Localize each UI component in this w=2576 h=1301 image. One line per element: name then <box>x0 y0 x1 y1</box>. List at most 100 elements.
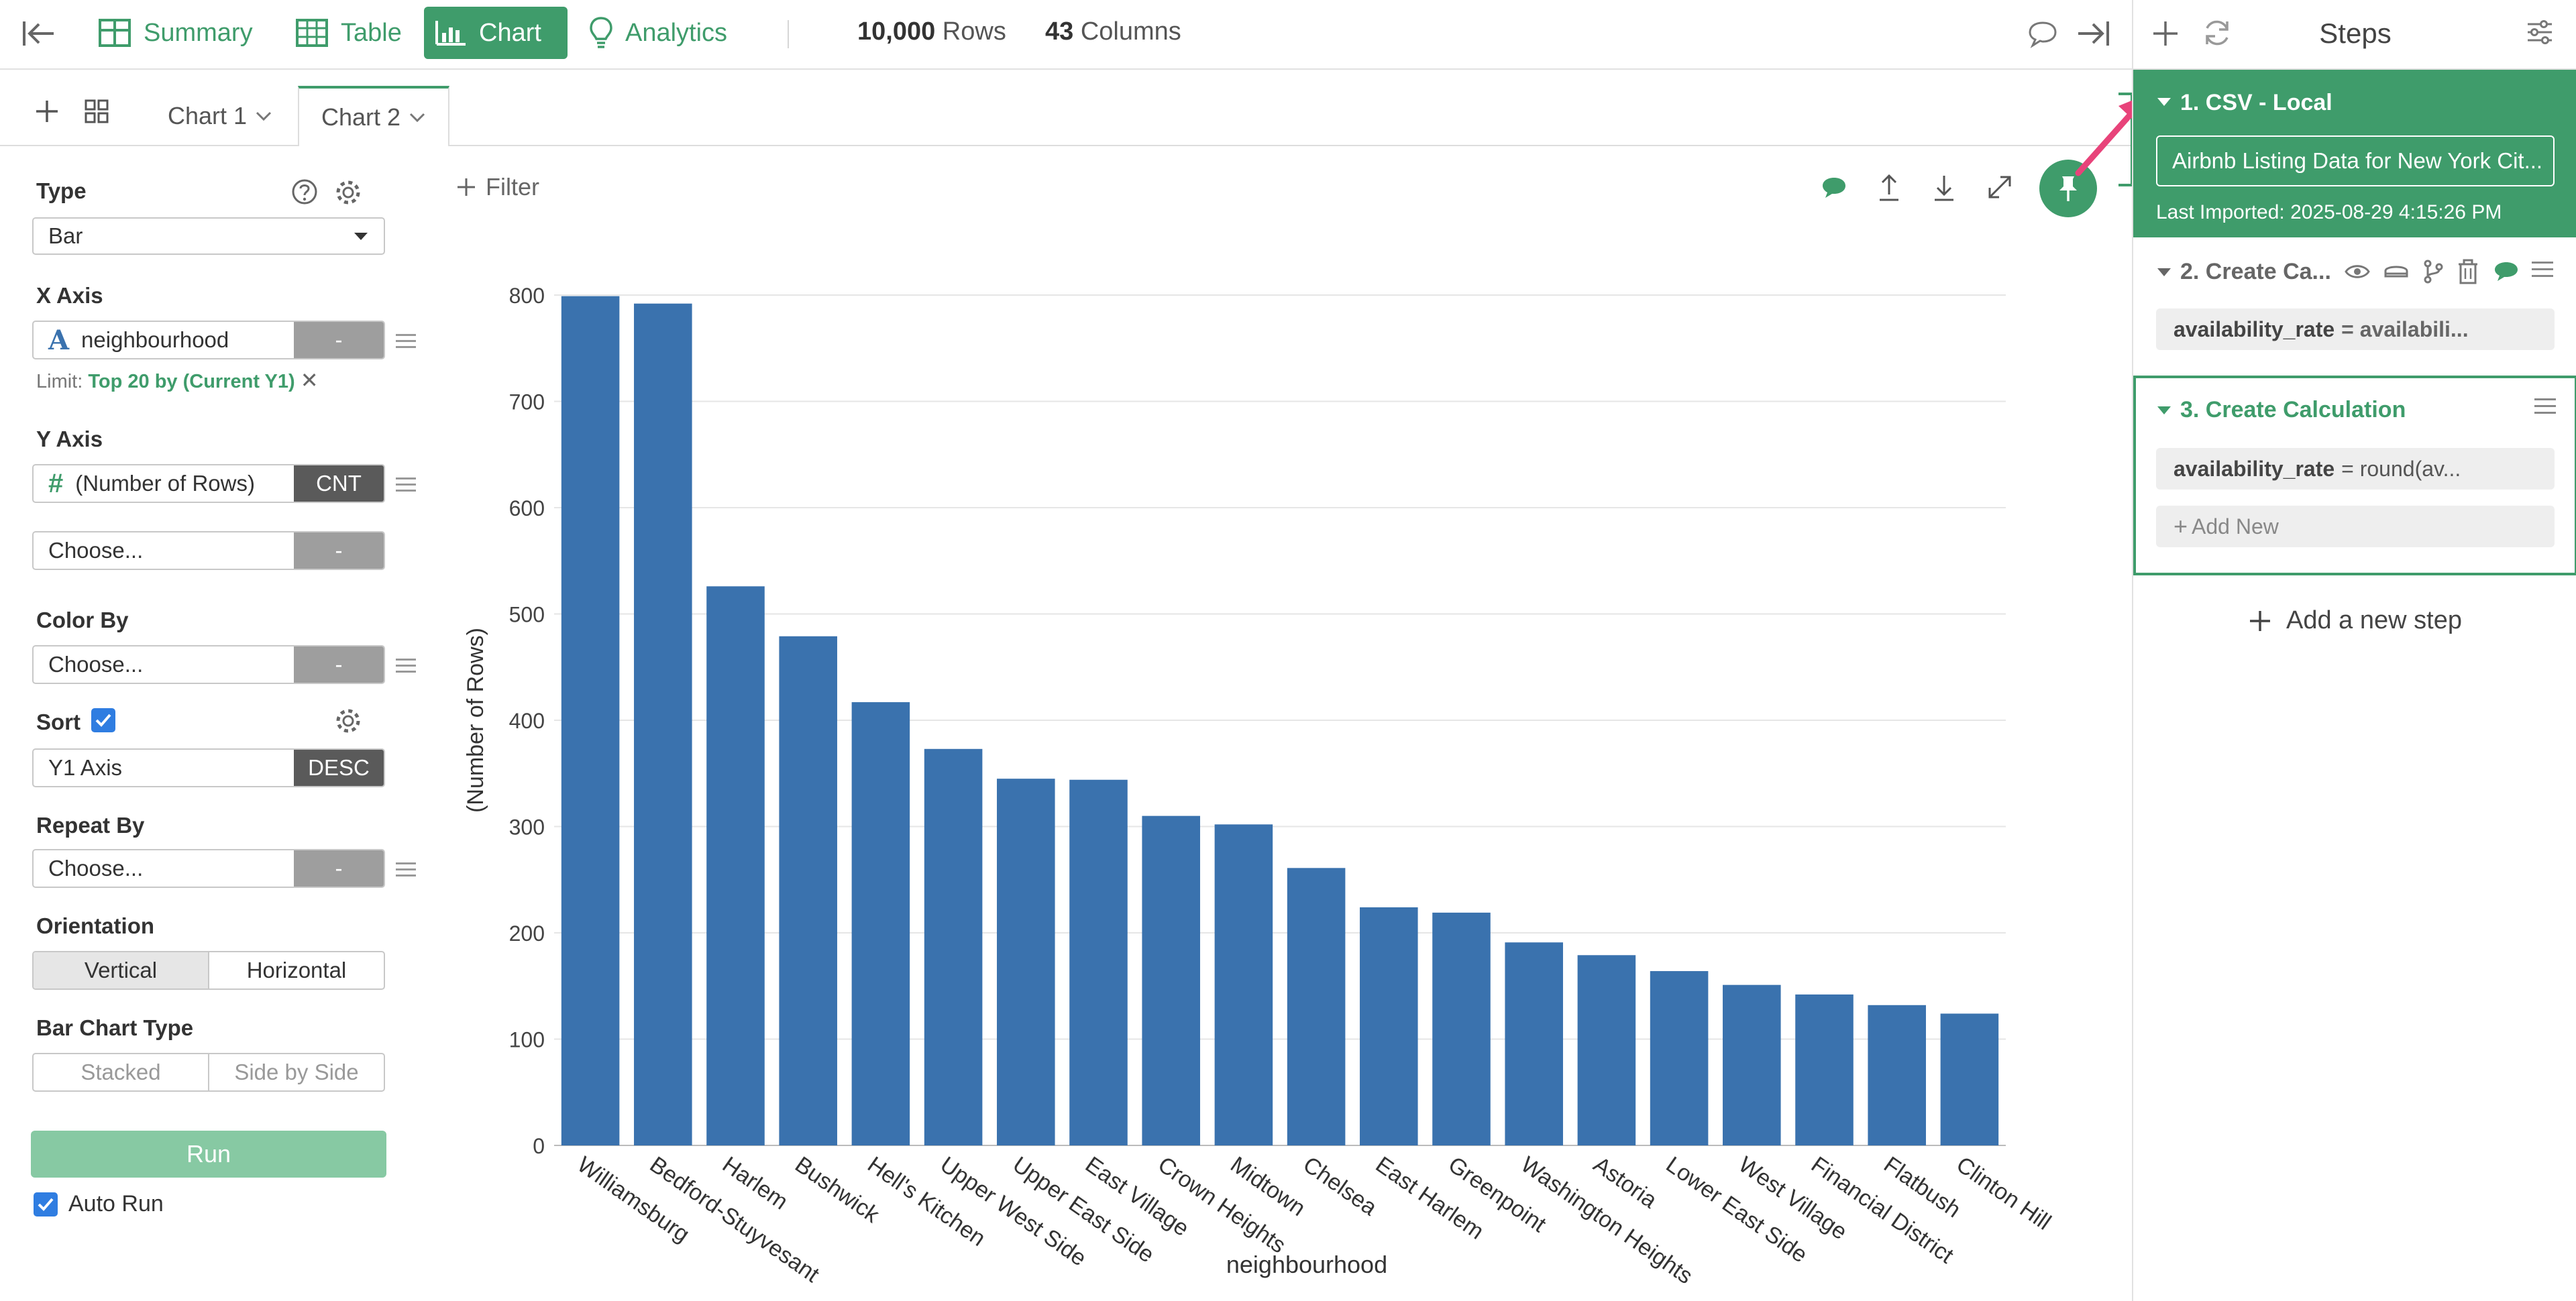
run-button[interactable]: Run <box>31 1131 386 1178</box>
y-tick-label: 0 <box>533 1134 545 1158</box>
bar <box>997 779 1055 1145</box>
expand-icon[interactable] <box>1986 173 2014 205</box>
add-chart-icon[interactable] <box>34 98 60 128</box>
color-by-menu-icon[interactable] <box>396 659 416 673</box>
caret-down-icon <box>354 233 368 240</box>
color-by-aggregation[interactable]: - <box>294 646 384 683</box>
download-icon[interactable] <box>1931 173 1957 206</box>
step-3-card[interactable]: 3. Create Calculation availability_rate … <box>2133 376 2576 575</box>
collapse-left-icon[interactable] <box>21 19 56 52</box>
collapse-right-icon[interactable] <box>2076 19 2110 52</box>
y-tick-label: 800 <box>509 284 545 308</box>
x-axis-field[interactable]: A neighbourhood - <box>32 321 385 359</box>
orientation-horizontal[interactable]: Horizontal <box>208 952 384 988</box>
y-axis-label: Y Axis <box>36 427 103 451</box>
chart-1-tab[interactable]: Chart 1 <box>148 86 292 146</box>
table-tab[interactable]: Table <box>284 7 413 59</box>
y-axis-2-field[interactable]: Choose... - <box>32 531 385 570</box>
step-1-card[interactable]: 1. CSV - Local Airbnb Listing Data for N… <box>2133 70 2576 237</box>
step-3-expression[interactable]: availability_rate = round(av... <box>2156 448 2555 490</box>
y-axis-2-aggregation[interactable]: - <box>294 532 384 569</box>
x-tick-label: Crown Heights <box>1153 1151 1290 1258</box>
chart-2-tab[interactable]: Chart 2 <box>298 86 449 146</box>
bar <box>1940 1013 1999 1145</box>
x-axis-aggregation[interactable]: - <box>294 322 384 358</box>
sort-settings-gear-icon[interactable] <box>334 707 362 738</box>
x-tick-label: Chelsea <box>1299 1151 1382 1221</box>
limit-value[interactable]: Top 20 by (Current Y1) <box>88 371 295 392</box>
remove-limit-icon[interactable]: ✕ <box>300 368 319 392</box>
summary-tab-label: Summary <box>144 18 253 47</box>
repeat-by-menu-icon[interactable] <box>396 862 416 877</box>
row-count-value: 10,000 <box>857 17 936 46</box>
step-1-imported: Last Imported: 2025-08-29 4:15:26 PM <box>2156 201 2502 223</box>
bar-chart: 0100200300400500600700800WilliamsburgBed… <box>463 284 2055 1289</box>
chart-grid-icon[interactable] <box>83 98 110 128</box>
x-axis-limit: Limit: Top 20 by (Current Y1) ✕ <box>36 367 319 393</box>
caret-down-icon[interactable] <box>2156 97 2172 107</box>
sort-field[interactable]: Y1 Axis DESC <box>32 748 385 787</box>
analytics-tab-label: Analytics <box>625 18 728 47</box>
branch-icon[interactable] <box>2422 259 2445 284</box>
step-3-menu-icon[interactable] <box>2534 398 2556 414</box>
add-step-icon[interactable] <box>2151 19 2180 52</box>
plus-icon <box>2250 610 2271 631</box>
steps-settings-icon[interactable] <box>2525 19 2555 49</box>
add-new-button[interactable]: + Add New <box>2156 506 2555 547</box>
bar <box>1432 912 1491 1145</box>
sort-checkbox[interactable] <box>91 708 115 732</box>
step-1-source[interactable]: Airbnb Listing Data for New York Cit... <box>2156 135 2555 186</box>
filter-button[interactable]: Filter <box>456 173 539 201</box>
sort-order[interactable]: DESC <box>294 750 384 786</box>
step-2-expression[interactable]: availability_rate = availabili... <box>2156 308 2555 350</box>
comment-icon[interactable] <box>2027 20 2058 52</box>
chart-type-value: Bar <box>48 223 83 248</box>
export-icon[interactable] <box>1876 173 1902 206</box>
bar-type-stacked[interactable]: Stacked <box>80 1060 161 1084</box>
chart-2-tab-label: Chart 2 <box>321 103 401 131</box>
chart-1-tab-label: Chart 1 <box>167 102 248 129</box>
y-axis-field[interactable]: # (Number of Rows) CNT <box>32 464 385 503</box>
disable-step-icon[interactable] <box>2383 262 2410 282</box>
analytics-tab[interactable]: Analytics <box>578 7 738 59</box>
y-tick-label: 400 <box>509 709 545 733</box>
chart-config-panel: Type Bar X Axis A neighbourhood - Limit:… <box>24 148 420 1301</box>
caret-down-icon[interactable] <box>2156 267 2172 278</box>
y-axis-aggregation[interactable]: CNT <box>294 465 384 502</box>
orientation-vertical[interactable]: Vertical <box>34 952 208 988</box>
text-type-icon: A <box>48 324 70 356</box>
step-2-card[interactable]: 2. Create Ca... availability_rate = avai… <box>2133 241 2576 369</box>
repeat-by-field[interactable]: Choose... - <box>32 849 385 888</box>
orientation-label: Orientation <box>36 913 155 938</box>
type-settings-gear-icon[interactable] <box>334 178 362 210</box>
step-2-title: 2. Create Ca... <box>2180 259 2331 284</box>
trash-icon[interactable] <box>2457 259 2479 284</box>
pin-button[interactable] <box>2039 160 2097 217</box>
step-2-formula: = availabili... <box>2341 317 2469 341</box>
auto-run-checkbox[interactable] <box>34 1192 58 1217</box>
step-2-menu-icon[interactable] <box>2532 262 2553 278</box>
x-axis-menu-icon[interactable] <box>396 334 416 349</box>
summary-tab[interactable]: Summary <box>87 7 264 59</box>
bar <box>1650 971 1709 1145</box>
step-1-title: 1. CSV - Local <box>2180 90 2332 115</box>
chart-comment-icon[interactable] <box>1821 176 1847 203</box>
chart-tab[interactable]: Chart <box>424 7 568 59</box>
checkmark-icon <box>95 714 111 727</box>
eye-icon[interactable] <box>2344 262 2371 282</box>
limit-prefix: Limit: <box>36 371 83 392</box>
pin-icon <box>2059 176 2077 201</box>
help-icon[interactable] <box>291 178 318 209</box>
refresh-icon[interactable] <box>2202 17 2233 52</box>
chart-type-select[interactable]: Bar <box>32 217 385 255</box>
y-axis-menu-icon[interactable] <box>396 477 416 492</box>
add-new-step-button[interactable]: Add a new step <box>2133 606 2576 635</box>
bar <box>1142 815 1200 1145</box>
bar <box>634 303 692 1146</box>
caret-down-icon[interactable] <box>2156 405 2172 416</box>
color-by-field[interactable]: Choose... - <box>32 645 385 684</box>
step-comment-icon[interactable] <box>2493 260 2520 283</box>
repeat-by-aggregation[interactable]: - <box>294 850 384 887</box>
bar-type-side-by-side[interactable]: Side by Side <box>208 1054 384 1090</box>
plus-icon: + <box>2174 512 2188 540</box>
